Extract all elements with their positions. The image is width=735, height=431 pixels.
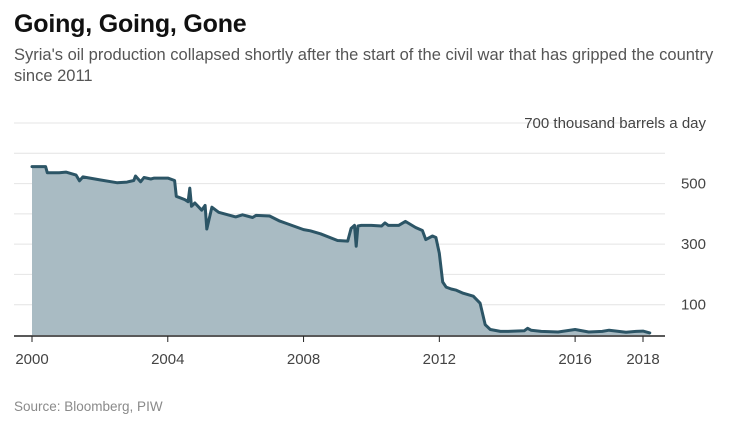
y-tick-labels: 100 300 500 700 thousand barrels a day [524,115,706,314]
area-fill [32,166,650,335]
x-tick-label-2004: 2004 [151,351,184,368]
x-tick-label-2018: 2018 [626,351,659,368]
x-tick-label-2000: 2000 [15,351,48,368]
x-axis: 2000 2004 2008 2012 2016 2018 [14,335,665,368]
x-tick-label-2008: 2008 [287,351,320,368]
chart-subtitle: Syria's oil production collapsed shortly… [14,46,714,85]
plot-area [30,165,652,335]
chart-title: Going, Going, Gone [14,10,247,38]
y-tick-label-700: 700 thousand barrels a day [524,115,706,132]
series-line [30,165,652,335]
y-tick-label-300: 300 [681,236,706,253]
x-tick-label-2012: 2012 [423,351,456,368]
y-tick-label-500: 500 [681,176,706,193]
source-note: Source: Bloomberg, PIW [14,399,163,414]
y-tick-label-100: 100 [681,297,706,314]
x-tick-label-2016: 2016 [558,351,591,368]
